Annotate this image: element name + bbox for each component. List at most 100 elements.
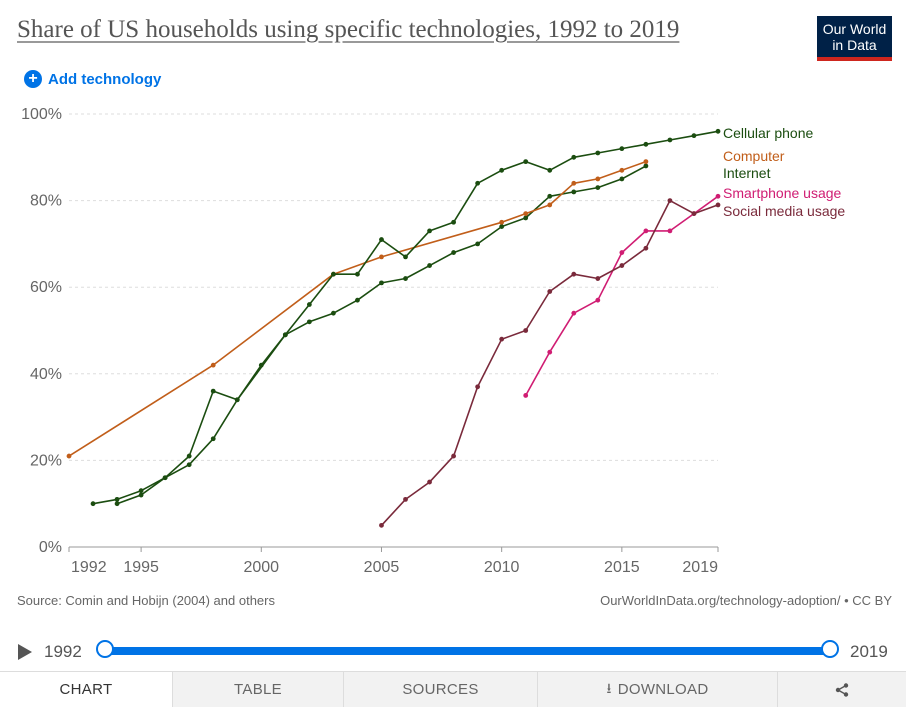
data-point [282, 332, 288, 338]
timeline-end-handle[interactable] [821, 640, 839, 658]
data-point [403, 496, 408, 502]
timeline: 1992 2019 [0, 630, 906, 670]
tab-download[interactable]: ⭳ DOWNLOAD [537, 672, 777, 707]
data-point [499, 336, 505, 342]
data-point [571, 271, 577, 277]
data-point [571, 310, 577, 316]
share-icon [835, 682, 849, 697]
data-point [547, 349, 553, 355]
x-tick-label: 1992 [71, 559, 107, 576]
credit-link[interactable]: OurWorldInData.org/technology-adoption/ … [600, 593, 892, 608]
data-point [451, 453, 456, 459]
data-point [619, 176, 625, 182]
data-point [66, 453, 72, 459]
x-tick-label: 2005 [364, 559, 400, 576]
data-point [715, 193, 721, 199]
legend-label: Computer [723, 148, 785, 164]
line-chart: 0% 20% 40% 60% 80% 100% 1992 1995 2000 2005 2010 20… [21, 106, 845, 576]
owid-logo[interactable]: Our World in Data [817, 16, 892, 61]
logo-line2: in Data [832, 37, 877, 53]
y-tick-label: 100% [21, 106, 62, 123]
data-point [355, 297, 360, 303]
data-point [643, 228, 649, 234]
data-point [210, 388, 216, 394]
tab-sources[interactable]: SOURCES [343, 672, 537, 707]
x-tick-label: 2010 [484, 559, 520, 576]
y-tick-label: 20% [30, 452, 62, 469]
data-point [547, 167, 553, 173]
data-point [499, 224, 505, 229]
tab-table[interactable]: TABLE [172, 672, 343, 707]
data-point [715, 128, 721, 134]
data-point [499, 219, 505, 225]
data-point [234, 397, 240, 403]
timeline-start-label: 1992 [44, 642, 82, 661]
data-point [667, 198, 673, 204]
data-point [523, 328, 529, 333]
add-technology-button[interactable]: + Add technology [24, 70, 161, 88]
data-point [499, 167, 505, 173]
data-point [571, 154, 577, 160]
data-point [90, 501, 96, 507]
timeline-start-handle[interactable] [96, 640, 114, 658]
legend-label: Social media usage [723, 203, 845, 219]
chart-title[interactable]: Share of US households using specific te… [17, 16, 680, 43]
data-point [523, 215, 529, 221]
data-point [523, 159, 529, 165]
data-point [114, 496, 120, 502]
data-point [571, 180, 577, 186]
data-point [571, 189, 577, 195]
x-tick-label: 1995 [123, 559, 159, 576]
data-point [379, 280, 384, 286]
data-point [186, 453, 192, 459]
data-point [331, 271, 336, 277]
data-point [138, 488, 144, 494]
data-point [451, 219, 456, 225]
share-button[interactable] [777, 672, 906, 707]
data-point [114, 501, 120, 507]
x-tick-label: 2000 [243, 559, 279, 576]
legend-label: Smartphone usage [723, 185, 842, 201]
data-point [595, 150, 601, 156]
data-point [306, 302, 312, 307]
data-point [186, 462, 192, 468]
y-tick-label: 60% [30, 279, 62, 296]
add-technology-label: Add technology [48, 70, 162, 88]
x-tick-label: 2019 [682, 559, 718, 576]
data-point [643, 163, 649, 169]
data-point [379, 237, 384, 242]
data-point [619, 263, 625, 268]
data-point [427, 228, 432, 234]
data-point [619, 250, 625, 255]
data-point [643, 141, 649, 147]
series-line [524, 195, 719, 396]
data-point [427, 263, 432, 268]
data-point [547, 289, 553, 294]
source-note[interactable]: Source: Comin and Hobijn (2004) and othe… [17, 593, 275, 608]
data-point [379, 254, 384, 260]
tab-chart[interactable]: CHART [0, 672, 172, 707]
data-point [643, 245, 649, 251]
data-point [619, 146, 625, 152]
data-point [451, 250, 456, 255]
data-point [475, 180, 481, 186]
series-line [68, 160, 647, 457]
data-point [475, 384, 481, 390]
series-line [116, 130, 719, 505]
series-line [92, 165, 647, 505]
data-point [475, 241, 481, 247]
play-icon[interactable] [18, 644, 32, 660]
data-point [595, 297, 601, 303]
timeline-track[interactable] [105, 647, 830, 655]
tab-bar: CHART TABLE SOURCES ⭳ DOWNLOAD [0, 671, 906, 707]
data-point [691, 133, 697, 139]
tab-download-label: DOWNLOAD [617, 681, 709, 698]
data-point [379, 522, 384, 528]
legend-label: Cellular phone [723, 125, 813, 141]
data-point [667, 228, 673, 234]
data-point [331, 310, 336, 316]
data-point [715, 202, 721, 208]
legend-label: Internet [723, 165, 771, 181]
y-tick-label: 40% [30, 366, 62, 383]
data-point [210, 436, 216, 442]
